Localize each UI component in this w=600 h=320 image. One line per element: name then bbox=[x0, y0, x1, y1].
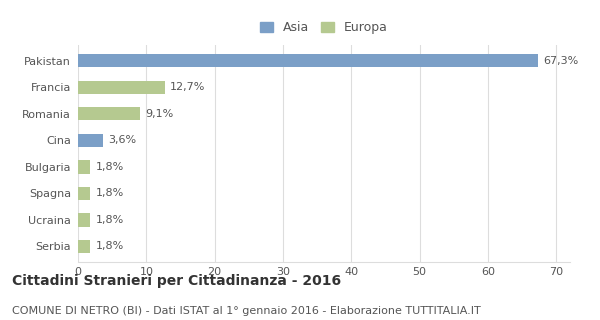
Text: 1,8%: 1,8% bbox=[96, 162, 124, 172]
Text: Cittadini Stranieri per Cittadinanza - 2016: Cittadini Stranieri per Cittadinanza - 2… bbox=[12, 274, 341, 288]
Text: 12,7%: 12,7% bbox=[170, 82, 206, 92]
Text: 9,1%: 9,1% bbox=[146, 109, 174, 119]
Legend: Asia, Europa: Asia, Europa bbox=[260, 21, 388, 34]
Bar bbox=[78, 81, 165, 94]
Bar bbox=[78, 160, 90, 173]
Text: 1,8%: 1,8% bbox=[96, 242, 124, 252]
Bar bbox=[78, 134, 103, 147]
Text: 67,3%: 67,3% bbox=[544, 56, 578, 66]
Text: 1,8%: 1,8% bbox=[96, 215, 124, 225]
Bar bbox=[78, 240, 90, 253]
Bar bbox=[78, 187, 90, 200]
Bar bbox=[78, 54, 538, 67]
Bar bbox=[78, 107, 140, 120]
Text: 3,6%: 3,6% bbox=[108, 135, 136, 145]
Text: 1,8%: 1,8% bbox=[96, 188, 124, 198]
Bar bbox=[78, 213, 90, 227]
Text: COMUNE DI NETRO (BI) - Dati ISTAT al 1° gennaio 2016 - Elaborazione TUTTITALIA.I: COMUNE DI NETRO (BI) - Dati ISTAT al 1° … bbox=[12, 306, 481, 316]
